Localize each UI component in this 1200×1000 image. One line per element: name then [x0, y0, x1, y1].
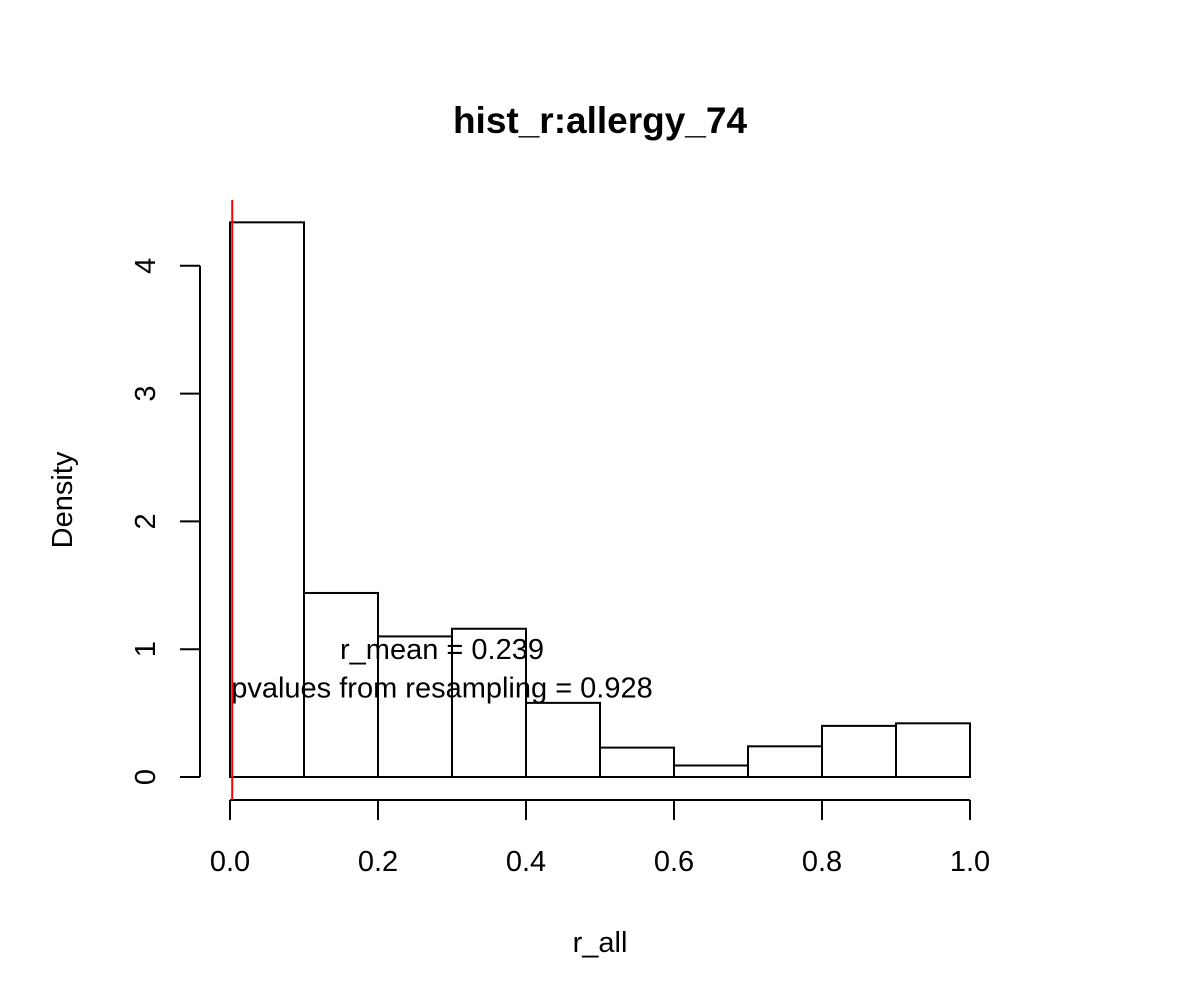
x-tick-label: 0.2	[358, 846, 398, 878]
y-axis-label: Density	[47, 451, 79, 548]
histogram-bar	[377, 635, 453, 778]
x-tick-label: 1.0	[950, 846, 990, 878]
histogram-bar	[599, 746, 675, 779]
x-tick-label: 0.4	[506, 846, 546, 878]
y-tick-label: 0	[130, 769, 162, 785]
histogram-bar	[821, 724, 897, 779]
x-tick-label: 0.0	[210, 846, 250, 878]
y-tick-label: 1	[130, 641, 162, 657]
annotation-text: r_mean = 0.239	[340, 634, 544, 666]
x-tick-label: 0.6	[654, 846, 694, 878]
y-tick-label: 3	[130, 386, 162, 402]
chart-title: hist_r:allergy_74	[453, 100, 748, 141]
x-tick-label: 0.8	[802, 846, 842, 878]
histogram-bar	[895, 722, 971, 778]
x-axis-label: r_all	[573, 927, 628, 959]
histogram-bars	[229, 221, 971, 779]
y-axis: 0 1 2 3 4	[130, 258, 201, 785]
histogram-bar	[747, 745, 823, 779]
x-axis: 0.0 0.2 0.4 0.6 0.8 1.0	[210, 799, 990, 878]
histogram-bar	[303, 591, 379, 779]
histogram-bar	[525, 701, 601, 778]
histogram-bar	[229, 221, 305, 778]
y-tick-label: 4	[130, 258, 162, 274]
histogram-bar	[673, 764, 749, 778]
annotation-text: pvalues from resampling = 0.928	[231, 673, 653, 705]
y-tick-label: 2	[130, 513, 162, 529]
annotations: r_mean = 0.239 pvalues from resampling = …	[231, 634, 653, 704]
